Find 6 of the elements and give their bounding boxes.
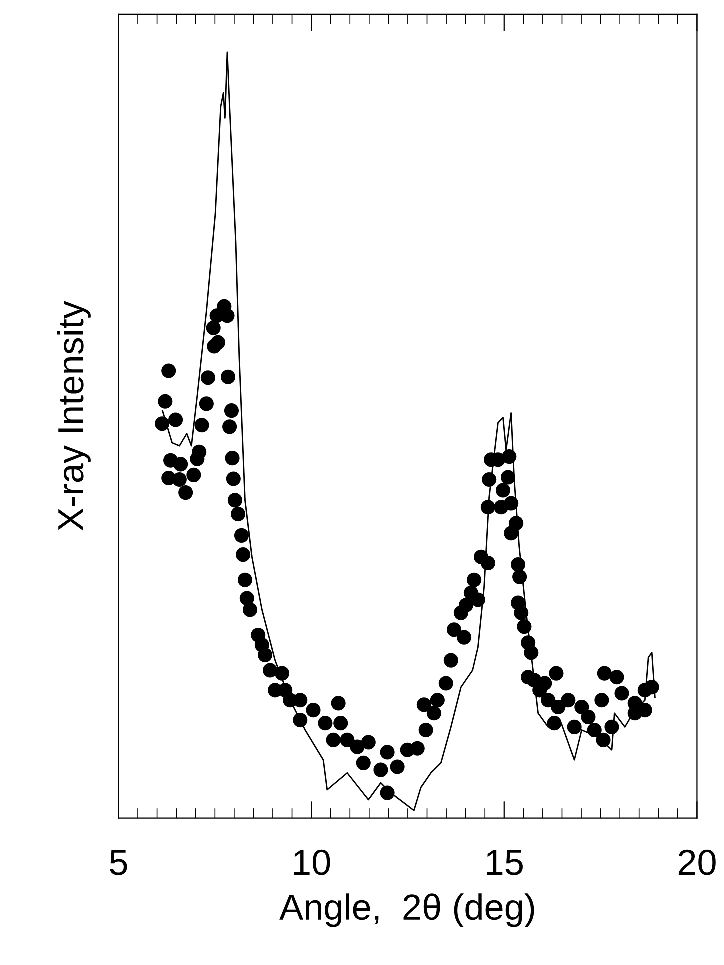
x-tick-label: 5 [110, 850, 128, 876]
x-axis-title: Angle, 2θ (deg) [280, 894, 534, 928]
x-tick-label: 15 [487, 850, 523, 876]
x-tick-label: 20 [678, 850, 716, 876]
y-axis-title: X-ray Intensity [57, 301, 91, 531]
x-tick-label: 10 [294, 850, 330, 876]
